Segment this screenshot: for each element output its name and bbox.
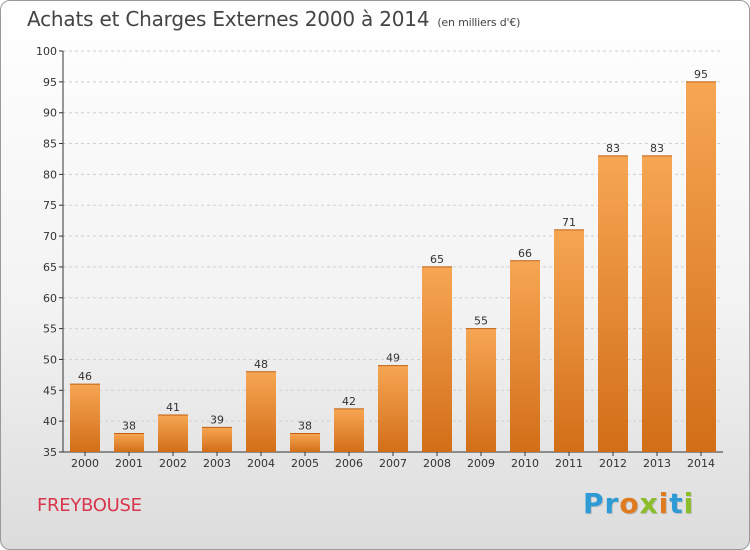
y-tick-label: 90	[43, 107, 57, 120]
bar	[334, 408, 364, 452]
logo-letter: i	[658, 487, 670, 520]
y-tick-label: 75	[43, 199, 57, 212]
y-tick-label: 50	[43, 353, 57, 366]
logo-letter: x	[639, 487, 659, 520]
x-tick-label: 2009	[467, 457, 495, 470]
y-tick-label: 95	[43, 76, 57, 89]
x-tick-label: 2014	[687, 457, 715, 470]
unit-note: (en milliers d'€)	[437, 16, 521, 29]
bar	[686, 81, 716, 452]
y-tick-label: 80	[43, 168, 57, 181]
x-tick-label: 2011	[555, 457, 583, 470]
data-label: 49	[386, 352, 400, 365]
data-label: 48	[254, 358, 268, 371]
bar	[114, 433, 144, 452]
y-tick-label: 85	[43, 138, 57, 151]
x-tick-label: 2000	[71, 457, 99, 470]
x-tick-label: 2001	[115, 457, 143, 470]
data-label: 38	[298, 419, 312, 432]
bar	[422, 266, 452, 452]
proxiti-logo: Proxiti	[583, 487, 694, 520]
x-tick-label: 2008	[423, 457, 451, 470]
y-tick-label: 70	[43, 230, 57, 243]
bar	[554, 229, 584, 452]
bar	[642, 155, 672, 452]
data-label: 71	[562, 216, 576, 229]
y-tick-label: 65	[43, 261, 57, 274]
data-label: 83	[650, 142, 664, 155]
bar	[158, 414, 188, 452]
data-label: 65	[430, 253, 444, 266]
x-tick-label: 2006	[335, 457, 363, 470]
x-tick-label: 2010	[511, 457, 539, 470]
bar	[290, 433, 320, 452]
bar	[246, 371, 276, 452]
data-label: 46	[78, 370, 92, 383]
y-tick-label: 100	[36, 45, 57, 58]
logo-letter: t	[669, 487, 684, 520]
logo-letter: P	[583, 487, 605, 520]
data-label: 42	[342, 395, 356, 408]
data-label: 83	[606, 142, 620, 155]
y-tick-label: 40	[43, 415, 57, 428]
data-label: 55	[474, 315, 488, 328]
town-name: FREYBOUSE	[37, 495, 142, 516]
bar	[466, 328, 496, 452]
logo-letter: i	[683, 487, 695, 520]
y-tick-label: 60	[43, 292, 57, 305]
data-label: 95	[694, 68, 708, 81]
x-tick-label: 2003	[203, 457, 231, 470]
logo-letter: o	[619, 487, 640, 520]
x-tick-label: 2004	[247, 457, 275, 470]
y-tick-label: 45	[43, 384, 57, 397]
logo-letter: r	[604, 487, 620, 520]
chart-title: Achats et Charges Externes 2000 à 2014 (e…	[27, 7, 520, 31]
data-label: 41	[166, 401, 180, 414]
y-tick-label: 55	[43, 323, 57, 336]
x-tick-label: 2013	[643, 457, 671, 470]
title-text: Achats et Charges Externes 2000 à 2014	[27, 7, 430, 31]
x-tick-label: 2012	[599, 457, 627, 470]
y-tick-label: 35	[43, 446, 57, 459]
bar	[70, 384, 100, 452]
bar	[378, 365, 408, 452]
bar	[202, 427, 232, 452]
data-label: 38	[122, 419, 136, 432]
x-tick-label: 2002	[159, 457, 187, 470]
data-label: 66	[518, 247, 532, 260]
bar	[510, 260, 540, 452]
x-tick-label: 2007	[379, 457, 407, 470]
bar	[598, 155, 628, 452]
x-tick-label: 2005	[291, 457, 319, 470]
data-label: 39	[210, 413, 224, 426]
